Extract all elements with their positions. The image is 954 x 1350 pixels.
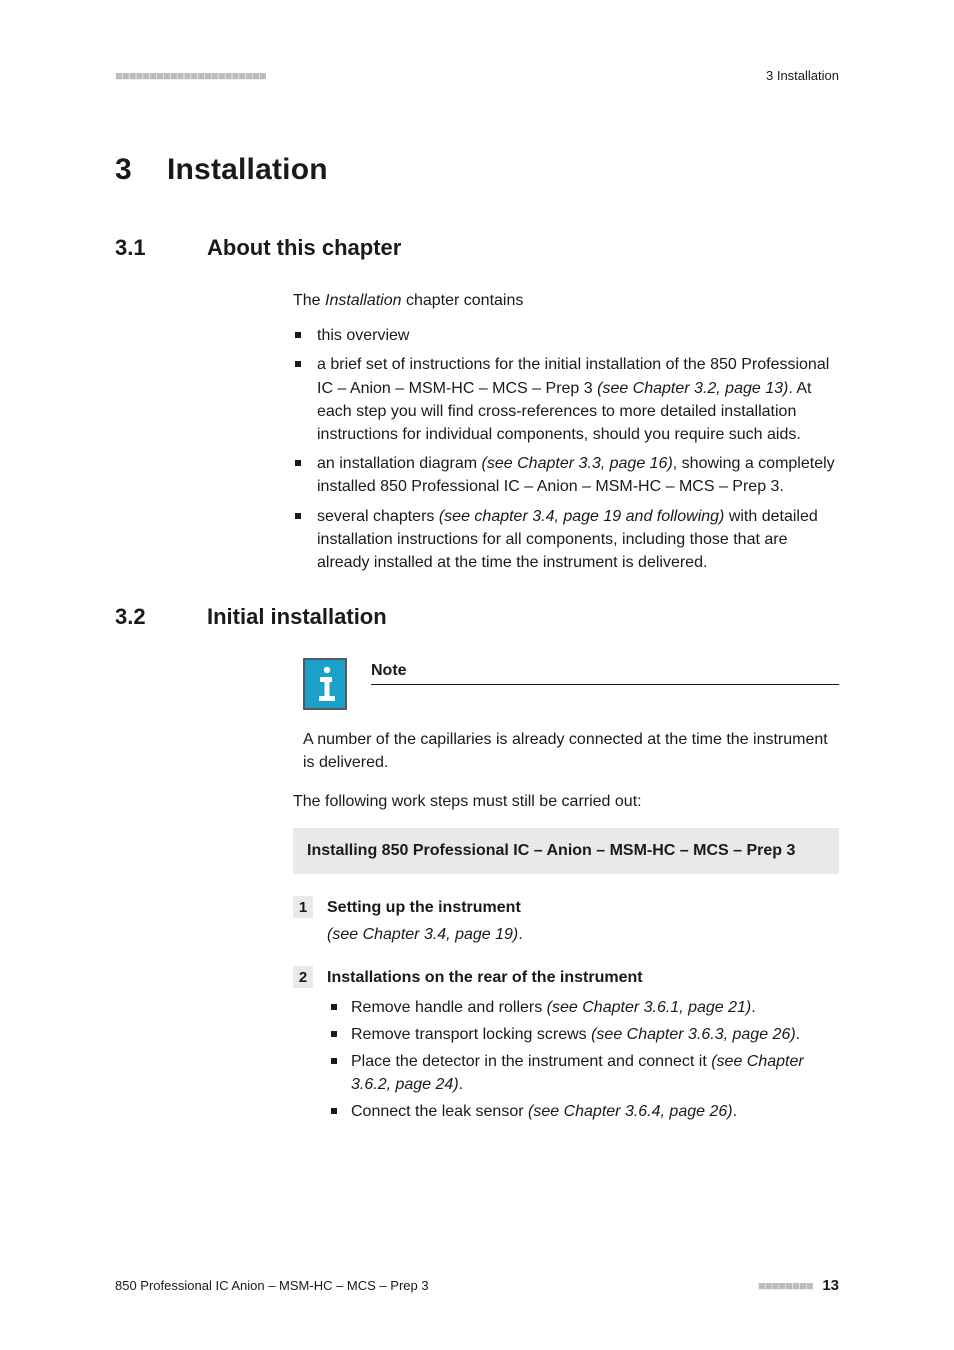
list-item: several chapters (see chapter 3.4, page … <box>293 505 839 575</box>
footer-dots: ■■■■■■■■ <box>758 1278 813 1293</box>
text: Connect the leak sensor <box>351 1103 528 1120</box>
list-item: Connect the leak sensor (see Chapter 3.6… <box>327 1100 839 1123</box>
step-2: 2 Installations on the rear of the instr… <box>293 966 839 1127</box>
note-rule <box>371 684 839 685</box>
section-number: 3.2 <box>115 604 169 630</box>
note-box: Note A number of the capillaries is alre… <box>303 658 839 774</box>
chapter-name: Installation <box>167 153 328 186</box>
text-italic: Installation <box>325 292 402 309</box>
text-italic: (see Chapter 3.3, page 16) <box>482 455 673 472</box>
text: . <box>751 999 755 1016</box>
chapter-number: 3 <box>115 153 167 187</box>
text: several chapters <box>317 508 439 525</box>
text: Remove handle and rollers <box>351 999 547 1016</box>
step-2-list: Remove handle and rollers (see Chapter 3… <box>327 996 839 1124</box>
text-italic: (see Chapter 3.4, page 19) <box>327 926 518 943</box>
section-3-1-list: this overview a brief set of instruction… <box>293 324 839 574</box>
list-item: an installation diagram (see Chapter 3.3… <box>293 452 839 498</box>
text-italic: (see Chapter 3.6.3, page 26) <box>591 1026 796 1043</box>
step-number: 1 <box>293 896 313 918</box>
text: The <box>293 292 325 309</box>
text: chapter contains <box>402 292 524 309</box>
page-header: ■■■■■■■■■■■■■■■■■■■■■■ 3 Installation <box>115 68 839 83</box>
header-dots: ■■■■■■■■■■■■■■■■■■■■■■ <box>115 68 266 83</box>
list-item: Remove transport locking screws (see Cha… <box>327 1023 839 1046</box>
list-item: this overview <box>293 324 839 347</box>
text: Place the detector in the instrument and… <box>351 1053 711 1070</box>
section-3-1-title: 3.1 About this chapter <box>115 235 839 261</box>
step-sub: (see Chapter 3.4, page 19). <box>327 923 839 946</box>
section-number: 3.1 <box>115 235 169 261</box>
header-chapter-label: 3 Installation <box>766 68 839 83</box>
page-footer: 850 Professional IC Anion – MSM-HC – MCS… <box>115 1277 839 1294</box>
section-3-2-title: 3.2 Initial installation <box>115 604 839 630</box>
section-3-2-intro: The following work steps must still be c… <box>293 790 839 813</box>
page-number: 13 <box>822 1277 839 1294</box>
text: . <box>518 926 522 943</box>
section-name: About this chapter <box>207 235 401 261</box>
text-italic: (see Chapter 3.2, page 13) <box>597 380 788 397</box>
step-title: Installations on the rear of the instrum… <box>327 966 839 989</box>
text: an installation diagram <box>317 455 482 472</box>
callout-box: Installing 850 Professional IC – Anion –… <box>293 828 839 874</box>
step-number: 2 <box>293 966 313 988</box>
list-item: Remove handle and rollers (see Chapter 3… <box>327 996 839 1019</box>
text: . <box>796 1026 800 1043</box>
text: this overview <box>317 327 409 344</box>
text: . <box>459 1076 463 1093</box>
text-italic: (see chapter 3.4, page 19 and following) <box>439 508 725 525</box>
step-title: Setting up the instrument <box>327 896 839 919</box>
note-label: Note <box>371 662 839 684</box>
footer-left: 850 Professional IC Anion – MSM-HC – MCS… <box>115 1278 429 1293</box>
step-1: 1 Setting up the instrument (see Chapter… <box>293 896 839 946</box>
text-italic: (see Chapter 3.6.4, page 26) <box>528 1103 733 1120</box>
section-name: Initial installation <box>207 604 387 630</box>
info-icon <box>303 658 347 710</box>
chapter-title: 3Installation <box>115 153 839 187</box>
note-text: A number of the capillaries is already c… <box>303 728 839 774</box>
footer-right: ■■■■■■■■ 13 <box>758 1277 839 1294</box>
list-item: a brief set of instructions for the init… <box>293 353 839 446</box>
list-item: Place the detector in the instrument and… <box>327 1050 839 1096</box>
text: Remove transport locking screws <box>351 1026 591 1043</box>
text-italic: (see Chapter 3.6.1, page 21) <box>547 999 752 1016</box>
text: . <box>733 1103 737 1120</box>
section-3-1-intro: The Installation chapter contains <box>293 289 839 312</box>
